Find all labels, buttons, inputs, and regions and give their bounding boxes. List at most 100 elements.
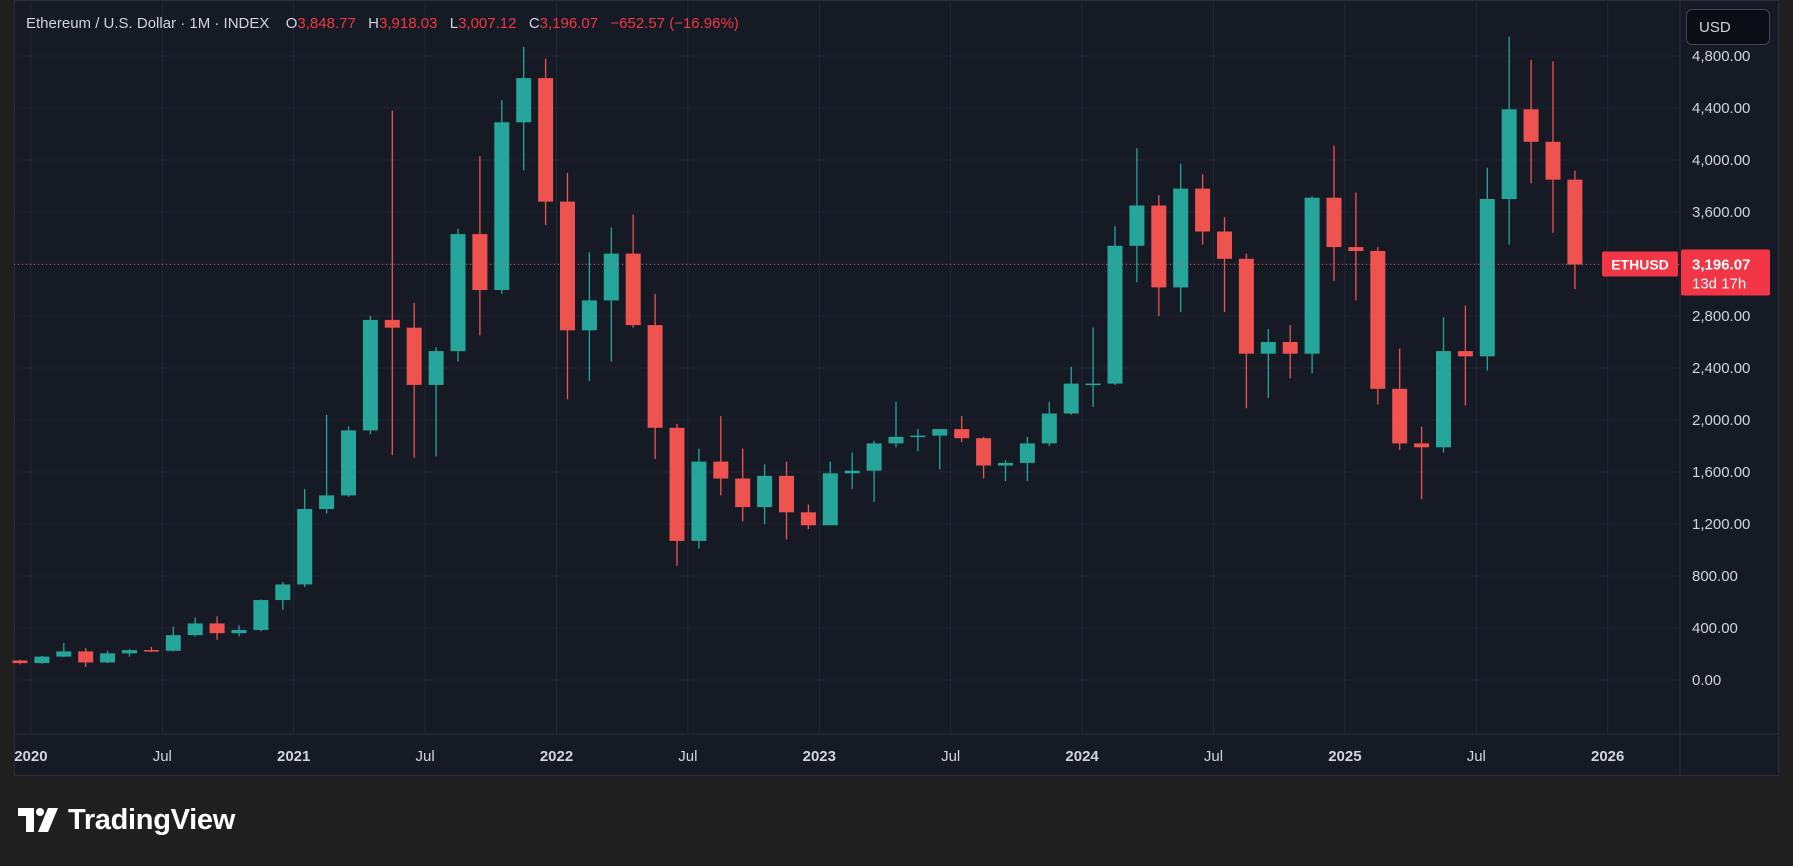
candle-body (1370, 251, 1386, 389)
candle-body (100, 653, 116, 663)
candle (1523, 59, 1539, 184)
candle-body (691, 461, 707, 541)
candle-body (165, 635, 181, 651)
candle-body (844, 470, 860, 474)
candle (341, 426, 356, 497)
candle-body (78, 651, 94, 663)
candle-body (603, 253, 619, 301)
candle-body (143, 650, 159, 652)
candle (231, 625, 247, 637)
candle-body (428, 351, 444, 385)
candle (1063, 366, 1079, 415)
time-tick-label: Jul (1467, 748, 1486, 765)
candle-body (1085, 383, 1101, 386)
symbol-legend: Ethereum / U.S. Dollar · 1M · INDEX O3,8… (26, 12, 739, 36)
candle-body (384, 319, 400, 328)
candle (866, 440, 882, 502)
candle (647, 293, 663, 459)
candle (691, 448, 707, 549)
time-tick-label: 2026 (1591, 748, 1624, 765)
candle (34, 655, 50, 664)
candle (1195, 174, 1211, 245)
candle-body (1173, 188, 1189, 288)
candle-body (1238, 258, 1254, 354)
candle (1041, 401, 1057, 446)
candle (319, 414, 335, 514)
candle (1501, 36, 1517, 245)
low-value: 3,007.12 (458, 15, 517, 32)
price-tick-label: 4,000.00 (1692, 152, 1750, 169)
candle (1019, 436, 1035, 482)
candle-body (1457, 351, 1473, 357)
candle (1567, 170, 1583, 290)
candle-body (560, 201, 575, 331)
price-tick-label: 0.00 (1692, 672, 1721, 689)
candle-body (581, 300, 597, 331)
candle-body (954, 429, 970, 439)
last-price-tag: ETHUSD 3,196.07 13d 17h (1602, 249, 1770, 296)
time-tick-label: Jul (1204, 748, 1223, 765)
currency-button[interactable]: USD (1686, 9, 1770, 45)
candle (1392, 348, 1408, 450)
candle (538, 58, 554, 225)
candle-body (275, 584, 291, 601)
candle-body (910, 435, 926, 438)
candle-body (1260, 342, 1276, 354)
candle (976, 436, 992, 479)
candle (669, 423, 685, 566)
candle (1348, 192, 1364, 301)
time-tick-label: Jul (678, 748, 697, 765)
candle-body (34, 656, 50, 664)
tradingview-logo[interactable]: TradingView (18, 800, 235, 840)
candle-body (516, 78, 532, 123)
candle (998, 460, 1013, 482)
candle (428, 347, 444, 457)
time-tick-label: 2022 (540, 748, 573, 765)
candle (450, 228, 466, 362)
candle (581, 252, 597, 381)
candle (1260, 329, 1276, 398)
candle (275, 581, 291, 610)
candle-body (779, 475, 794, 513)
candle (757, 464, 773, 524)
price-tick-label: 4,400.00 (1692, 100, 1750, 117)
candle (1370, 247, 1386, 405)
time-axis[interactable]: 2020 Jul 2021 Jul 2022 Jul 2023 Jul 2024 Jul 2025 J… (14, 748, 1624, 765)
candle (888, 401, 904, 448)
candle-body (757, 475, 773, 508)
candle-body (209, 623, 225, 634)
candle-body (1392, 388, 1408, 444)
candle-body (735, 478, 751, 508)
candle (516, 46, 532, 171)
candle-body (932, 429, 948, 436)
tradingview-logo-icon (18, 808, 58, 832)
time-tick-label: 2021 (277, 748, 310, 765)
candle-body (1567, 179, 1583, 265)
candle (1107, 226, 1123, 385)
time-tick-label: 2023 (803, 748, 836, 765)
candlestick-chart[interactable]: 0.00 400.00 800.00 1,200.00 1,600.00 2,000.00… (0, 0, 1793, 780)
candle (384, 110, 400, 456)
tradingview-logo-text: TradingView (68, 803, 235, 836)
time-tick-label: 2025 (1328, 748, 1361, 765)
candle (1282, 325, 1298, 379)
candle-body (1501, 109, 1517, 199)
candle (1414, 426, 1430, 500)
candle (122, 648, 137, 657)
candle (12, 659, 28, 665)
candle-body (122, 650, 137, 654)
candle-body (1129, 205, 1145, 246)
candle (362, 316, 378, 435)
candle (822, 461, 838, 526)
price-axis[interactable]: 0.00 400.00 800.00 1,200.00 1,600.00 2,000.00… (1692, 48, 1750, 689)
candle-body (976, 438, 992, 466)
time-tick-label: Jul (941, 748, 960, 765)
change-value: −652.57 (−16.96%) (610, 15, 739, 32)
price-tick-label: 4,800.00 (1692, 48, 1750, 65)
candle-body (1523, 109, 1539, 142)
candle-body (1151, 205, 1167, 288)
candle (800, 504, 816, 530)
candle-body (538, 78, 554, 202)
high-label: H (368, 15, 379, 32)
candles (12, 36, 1583, 667)
